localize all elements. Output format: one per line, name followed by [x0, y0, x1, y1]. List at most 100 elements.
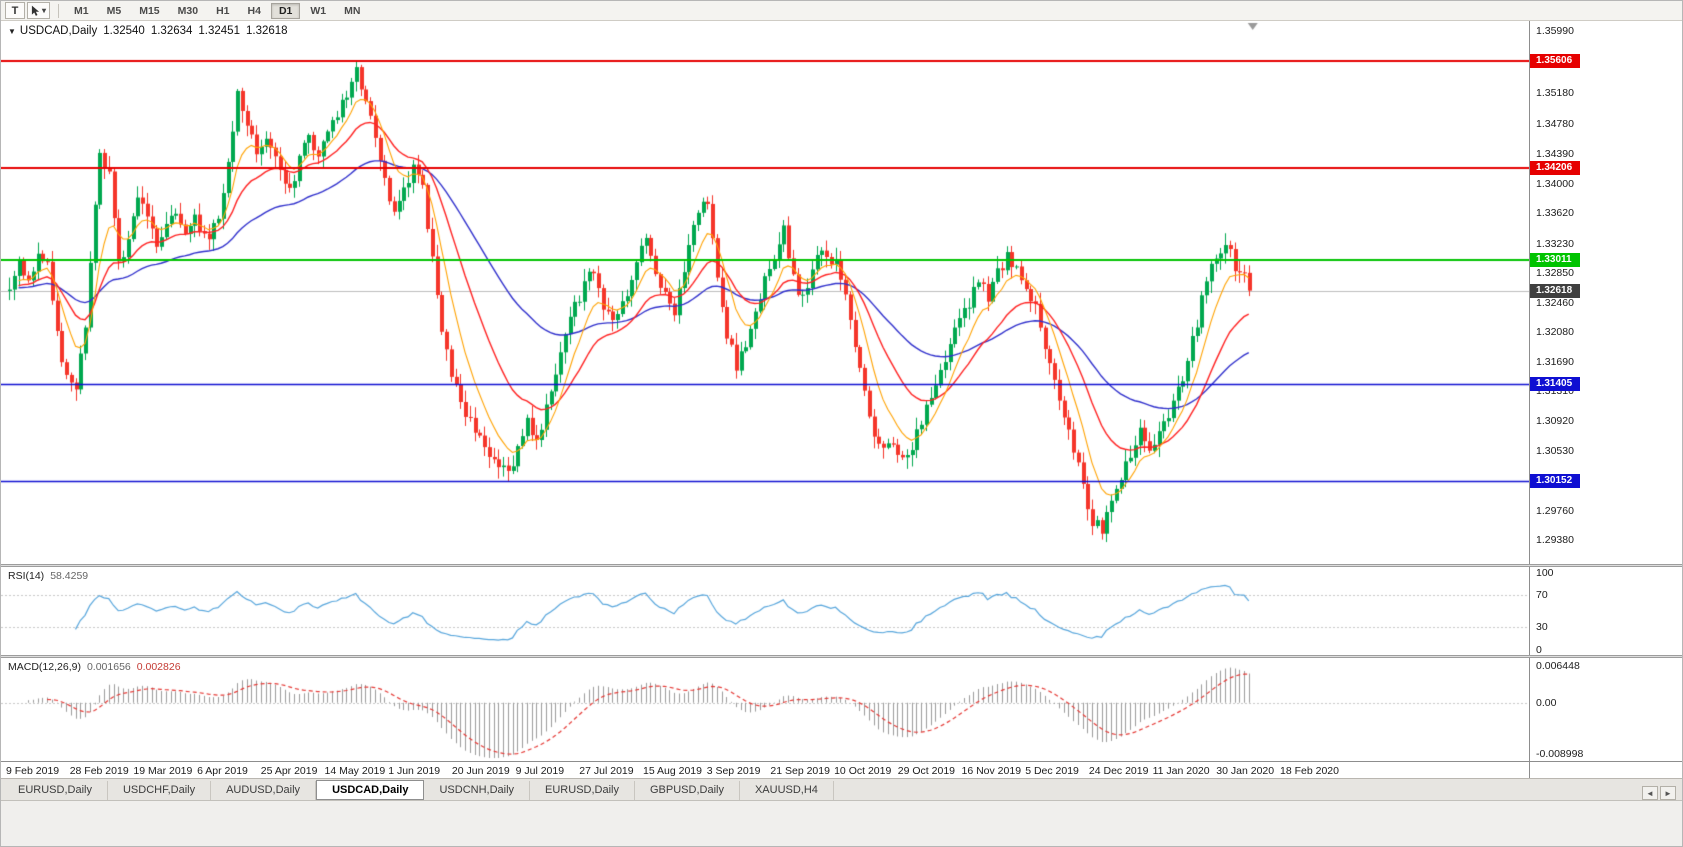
- chevron-down-icon: ▾: [42, 6, 47, 15]
- chart-menu-icon[interactable]: ▼: [8, 27, 16, 36]
- time-axis-label: 30 Jan 2020: [1216, 765, 1275, 777]
- high-value: 1.32634: [150, 25, 193, 37]
- time-axis-label: 6 Apr 2019: [197, 765, 248, 777]
- price-chart-panel: ▼ USDCAD,Daily 1.32540 1.32634 1.32451 1.3261…: [1, 21, 1682, 564]
- price-axis-label: 1.30920: [1536, 415, 1574, 428]
- time-axis-label: 10 Oct 2019: [834, 765, 892, 777]
- timeframe-button-m1[interactable]: M1: [66, 3, 97, 19]
- price-axis-label: 1.34780: [1536, 118, 1574, 131]
- level-price-badge: 1.34206: [1530, 161, 1580, 176]
- rsi-axis-label: 100: [1536, 567, 1554, 579]
- macd-title: MACD(12,26,9): [8, 661, 81, 673]
- cursor-icon: [31, 5, 40, 17]
- price-axis-label: 1.34000: [1536, 178, 1574, 191]
- time-axis-label: 16 Nov 2019: [961, 765, 1022, 777]
- time-axis-label: 1 Jun 2019: [388, 765, 441, 777]
- timeframe-button-h4[interactable]: H4: [240, 3, 269, 19]
- timeframe-button-mn[interactable]: MN: [336, 3, 368, 19]
- rsi-axis-label: 70: [1536, 589, 1548, 602]
- chart-tab-audusd-daily[interactable]: AUDUSD,Daily: [211, 781, 317, 800]
- time-axis-label: 21 Sep 2019: [770, 765, 830, 777]
- chart-ohlc-readout: ▼ USDCAD,Daily 1.32540 1.32634 1.32451 1.3261…: [8, 25, 294, 37]
- macd-signal-value: 0.002826: [136, 661, 181, 673]
- level-price-badge: 1.31405: [1530, 377, 1580, 392]
- time-axis-label: 5 Dec 2019: [1025, 765, 1079, 777]
- low-value: 1.32451: [198, 25, 240, 37]
- timeframe-button-d1[interactable]: D1: [270, 2, 301, 19]
- price-axis-label: 1.29760: [1536, 504, 1574, 517]
- price-axis-label: 1.34390: [1536, 148, 1574, 161]
- price-axis-label: 1.29380: [1536, 533, 1574, 546]
- status-strip: [1, 800, 1682, 846]
- chart-tab-eurusd-daily[interactable]: EURUSD,Daily: [3, 781, 108, 800]
- time-axis-label: 25 Apr 2019: [260, 765, 318, 777]
- rsi-axis[interactable]: 100 70 30 0: [1529, 567, 1682, 655]
- current-price-badge: 1.32618: [1530, 283, 1580, 298]
- price-axis-label: 1.31690: [1536, 356, 1574, 369]
- time-axis-label: 14 May 2019: [324, 765, 386, 777]
- rsi-value: 58.4259: [50, 570, 89, 582]
- rsi-readout: RSI(14) 58.4259: [8, 570, 88, 582]
- time-axis-label: 9 Feb 2019: [6, 765, 60, 777]
- tab-scroll-left-button[interactable]: ◄: [1642, 786, 1658, 800]
- text-tool-button[interactable]: T: [5, 2, 25, 19]
- time-axis[interactable]: 9 Feb 2019 28 Feb 2019 19 Mar 2019 6 Apr 20…: [1, 761, 1682, 778]
- price-axis-label: 1.32080: [1536, 326, 1574, 339]
- time-axis-label: 19 Mar 2019: [133, 765, 193, 777]
- level-price-badge: 1.33011: [1530, 253, 1580, 268]
- price-axis-label: 1.35180: [1536, 87, 1574, 100]
- close-value: 1.32618: [245, 25, 288, 37]
- time-axis-label: 29 Oct 2019: [897, 765, 956, 777]
- macd-axis-label: 0.006448: [1536, 660, 1580, 672]
- time-axis-label: 28 Feb 2019: [69, 765, 129, 777]
- macd-readout: MACD(12,26,9) 0.001656 0.002826: [8, 661, 181, 673]
- time-axis-label: 11 Jan 2020: [1152, 765, 1210, 777]
- time-axis-label: 15 Aug 2019: [643, 765, 702, 777]
- chart-tab-usdchf-daily[interactable]: USDCHF,Daily: [108, 781, 212, 800]
- toolbar-separator: [58, 3, 60, 18]
- price-axis-label: 1.33620: [1536, 207, 1574, 220]
- macd-main-value: 0.001656: [86, 661, 131, 673]
- cursor-tool-button[interactable]: ▾: [27, 2, 51, 19]
- timeframe-button-m5[interactable]: M5: [99, 3, 130, 19]
- price-axis-label: 1.30530: [1536, 445, 1574, 458]
- price-axis-label: 1.35990: [1536, 25, 1574, 37]
- tab-scroll-controls: ◄ ►: [1642, 786, 1682, 800]
- macd-canvas[interactable]: [1, 658, 1529, 761]
- timeframe-button-m30[interactable]: M30: [170, 3, 206, 19]
- panel-splitter-macd[interactable]: [1, 655, 1682, 658]
- macd-axis[interactable]: 0.006448 0.00 -0.008998: [1529, 658, 1682, 761]
- price-chart-canvas[interactable]: [1, 21, 1529, 564]
- timeframe-button-group: M1 M5 M15 M30 H1 H4 D1 W1 MN: [65, 2, 369, 19]
- price-axis-label: 1.33230: [1536, 237, 1574, 250]
- rsi-axis-label: 30: [1536, 620, 1548, 633]
- panel-splitter-rsi[interactable]: [1, 564, 1682, 567]
- price-axis-label: 1.32850: [1536, 266, 1574, 279]
- chart-tab-xauusd-h4[interactable]: XAUUSD,H4: [740, 781, 834, 800]
- rsi-canvas[interactable]: [1, 567, 1529, 655]
- price-axis[interactable]: 1.359901.355901.351801.347801.343901.340…: [1529, 21, 1682, 564]
- chart-tab-usdcnh-daily[interactable]: USDCNH,Daily: [424, 781, 531, 800]
- chart-tab-gbpusd-daily[interactable]: GBPUSD,Daily: [635, 781, 740, 800]
- time-axis-label: 3 Sep 2019: [706, 765, 761, 777]
- time-axis-label: 20 Jun 2019: [451, 765, 510, 777]
- level-price-badge: 1.35606: [1530, 53, 1580, 68]
- time-axis-label: 9 Jul 2019: [515, 765, 565, 777]
- macd-axis-label: -0.008998: [1536, 748, 1584, 760]
- symbol-period-label: USDCAD,Daily: [19, 25, 98, 37]
- chart-tab-eurusd-daily[interactable]: EURUSD,Daily: [530, 781, 635, 800]
- time-axis-label: 27 Jul 2019: [579, 765, 634, 777]
- timeframe-button-w1[interactable]: W1: [302, 3, 334, 19]
- tab-scroll-right-button[interactable]: ►: [1660, 786, 1676, 800]
- level-price-badge: 1.30152: [1530, 473, 1580, 488]
- macd-axis-label: 0.00: [1536, 696, 1557, 709]
- time-axis-label: 18 Feb 2020: [1280, 765, 1339, 777]
- axis-corner: [1529, 762, 1682, 778]
- price-axis-label: 1.32460: [1536, 296, 1574, 309]
- rsi-title: RSI(14): [8, 570, 45, 582]
- timeframe-button-m15[interactable]: M15: [131, 3, 167, 19]
- chart-tab-usdcad-daily[interactable]: USDCAD,Daily: [316, 780, 425, 800]
- open-value: 1.32540: [103, 25, 145, 37]
- timeframe-button-h1[interactable]: H1: [208, 3, 237, 19]
